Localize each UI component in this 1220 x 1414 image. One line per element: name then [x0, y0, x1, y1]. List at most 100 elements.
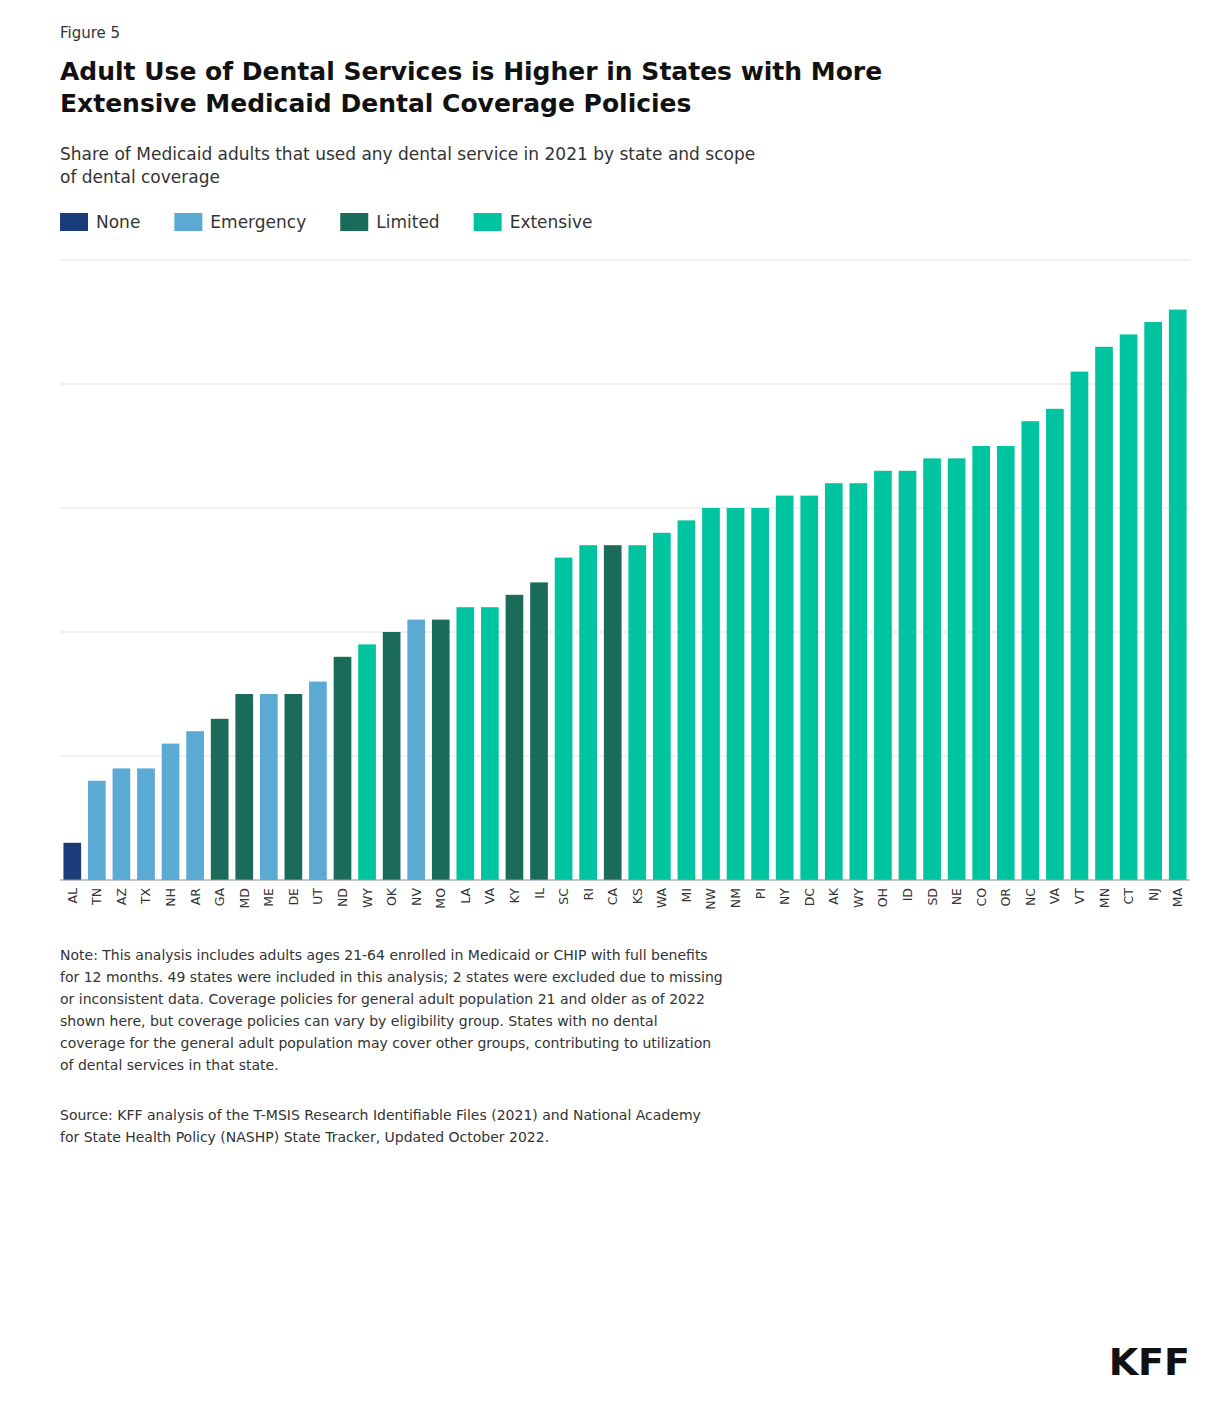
bar [628, 545, 646, 880]
logo: KFF [1109, 1340, 1190, 1384]
x-tick-label: ND [335, 888, 350, 907]
x-tick-label: IL [532, 888, 547, 899]
legend-swatch [174, 213, 202, 231]
x-tick-label: NC [1023, 888, 1038, 906]
bar [653, 533, 671, 880]
bar [1095, 347, 1113, 880]
bar [727, 508, 745, 880]
bar [309, 682, 327, 880]
title-line: Extensive Medicaid Dental Coverage Polic… [60, 89, 691, 118]
bar [678, 520, 696, 880]
bar [432, 620, 450, 880]
subtitle-line: of dental coverage [60, 167, 220, 187]
legend-label: Limited [376, 212, 439, 232]
bar [137, 768, 155, 880]
x-tick-label: CT [1121, 888, 1136, 905]
legend-swatch [474, 213, 502, 231]
x-tick-label: AZ [114, 888, 129, 905]
title: Adult Use of Dental Services is Higher i… [60, 57, 882, 118]
bar [1046, 409, 1064, 880]
x-tick-label: NE [949, 888, 964, 905]
bar [800, 496, 818, 880]
x-tick-label: MI [679, 888, 694, 902]
bar [334, 657, 352, 880]
note-line: shown here, but coverage policies can va… [60, 1013, 658, 1029]
x-tick-label: AK [826, 887, 841, 905]
title-line: Adult Use of Dental Services is Higher i… [60, 57, 882, 86]
x-tick-label: WY [360, 888, 375, 908]
x-tick-labels: ALTNAZTXNHARGAMDMEDEUTNDWYOKNVMOLAVAKYIL… [65, 887, 1185, 910]
bar [997, 446, 1015, 880]
source-line: Source: KFF analysis of the T-MSIS Resea… [60, 1107, 701, 1123]
bar [235, 694, 253, 880]
bars [63, 310, 1186, 880]
legend-label: None [96, 212, 140, 232]
bar [88, 781, 106, 880]
bar [506, 595, 524, 880]
bar [1071, 372, 1089, 880]
x-tick-label: RI [581, 888, 596, 900]
x-tick-label: WA [654, 888, 669, 909]
x-tick-label: UT [310, 888, 325, 905]
bar [456, 607, 474, 880]
figure-label: Figure 5 [60, 24, 120, 42]
bar [358, 644, 376, 880]
bar [972, 446, 990, 880]
grid-line [60, 508, 1190, 509]
x-tick-label: CO [974, 888, 989, 907]
legend-swatch [340, 213, 368, 231]
grid-line [60, 632, 1190, 633]
bar [604, 545, 622, 880]
x-tick-label: KS [630, 888, 645, 904]
x-tick-label: PI [753, 888, 768, 899]
x-tick-label: GA [212, 888, 227, 907]
subtitle: Share of Medicaid adults that used any d… [60, 144, 755, 187]
legend-swatch [60, 213, 88, 231]
subtitle-line: Share of Medicaid adults that used any d… [60, 144, 755, 164]
grid [60, 260, 1190, 880]
grid-line [60, 260, 1190, 261]
grid-line [60, 880, 1190, 881]
x-tick-label: KY [507, 888, 522, 904]
bar [850, 483, 868, 880]
note-line: of dental services in that state. [60, 1057, 279, 1073]
logo-line: KFF [1109, 1340, 1190, 1384]
x-tick-label: TN [89, 888, 104, 906]
grid-line [60, 756, 1190, 757]
x-tick-label: MO [433, 888, 448, 909]
source-line: for State Health Policy (NASHP) State Tr… [60, 1129, 549, 1145]
legend-label: Emergency [210, 212, 306, 232]
bar [1144, 322, 1162, 880]
note: Note: This analysis includes adults ages… [60, 947, 723, 1073]
bar [579, 545, 597, 880]
bar [751, 508, 769, 880]
bar [530, 582, 548, 880]
bar [702, 508, 720, 880]
bar [211, 719, 229, 880]
bar [383, 632, 401, 880]
note-line: coverage for the general adult populatio… [60, 1035, 711, 1051]
bar [113, 768, 131, 880]
x-tick-label: WY [851, 888, 866, 908]
x-tick-label: DC [802, 888, 817, 907]
legend: NoneEmergencyLimitedExtensive [60, 212, 592, 232]
x-tick-label: MN [1097, 888, 1112, 908]
note-line: or inconsistent data. Coverage policies … [60, 991, 705, 1007]
x-tick-label: NJ [1146, 888, 1161, 901]
x-tick-label: VA [1047, 888, 1062, 905]
x-tick-label: NW [703, 888, 718, 910]
x-tick-label: ME [261, 888, 276, 907]
bar [260, 694, 278, 880]
bar [899, 471, 917, 880]
x-tick-label: AR [188, 888, 203, 906]
bar [1021, 421, 1039, 880]
x-tick-label: LA [458, 888, 473, 904]
x-tick-label: ID [900, 888, 915, 901]
grid-line [60, 384, 1190, 385]
bar [481, 607, 499, 880]
x-tick-label: SC [556, 888, 571, 905]
x-tick-label: NH [163, 888, 178, 907]
bar [874, 471, 892, 880]
bar [186, 731, 204, 880]
x-tick-label: MA [1170, 888, 1185, 908]
